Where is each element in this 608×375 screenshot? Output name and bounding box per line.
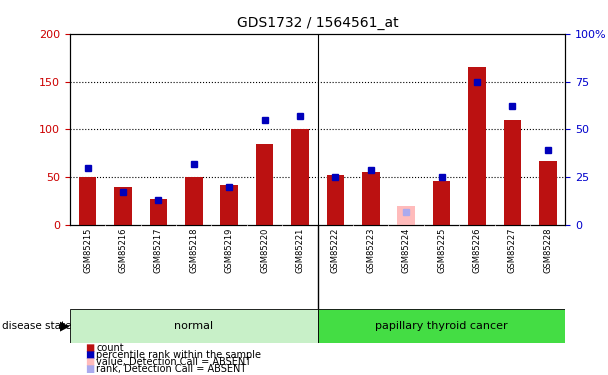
Bar <box>433 181 451 225</box>
Text: normal: normal <box>174 321 213 331</box>
Text: percentile rank within the sample: percentile rank within the sample <box>96 350 261 360</box>
Bar <box>114 187 132 225</box>
Text: GSM85226: GSM85226 <box>472 228 482 273</box>
Text: GSM85227: GSM85227 <box>508 228 517 273</box>
Text: rank, Detection Call = ABSENT: rank, Detection Call = ABSENT <box>96 364 246 374</box>
Bar <box>503 120 521 225</box>
Text: GSM85218: GSM85218 <box>189 228 198 273</box>
Bar <box>256 144 274 225</box>
Text: GSM85216: GSM85216 <box>119 228 128 273</box>
Text: GSM85215: GSM85215 <box>83 228 92 273</box>
Text: GSM85220: GSM85220 <box>260 228 269 273</box>
Text: ■: ■ <box>85 364 94 374</box>
Text: ■: ■ <box>85 350 94 360</box>
Bar <box>291 129 309 225</box>
Text: GSM85228: GSM85228 <box>543 228 552 273</box>
Text: ▶: ▶ <box>60 320 69 333</box>
Text: GSM85219: GSM85219 <box>225 228 233 273</box>
Bar <box>468 67 486 225</box>
Bar <box>150 199 167 225</box>
Text: ■: ■ <box>85 357 94 367</box>
Title: GDS1732 / 1564561_at: GDS1732 / 1564561_at <box>237 16 398 30</box>
Bar <box>79 177 97 225</box>
Text: GSM85224: GSM85224 <box>402 228 410 273</box>
Text: count: count <box>96 343 123 353</box>
Text: GSM85225: GSM85225 <box>437 228 446 273</box>
Text: GSM85222: GSM85222 <box>331 228 340 273</box>
Bar <box>220 185 238 225</box>
Text: disease state: disease state <box>2 321 71 331</box>
Bar <box>326 175 344 225</box>
Bar <box>70 309 317 343</box>
Text: value, Detection Call = ABSENT: value, Detection Call = ABSENT <box>96 357 251 367</box>
Text: GSM85223: GSM85223 <box>366 228 375 273</box>
Bar <box>362 172 379 225</box>
Text: papillary thyroid cancer: papillary thyroid cancer <box>375 321 508 331</box>
Bar <box>539 161 556 225</box>
Bar <box>317 309 565 343</box>
Bar <box>185 177 202 225</box>
Text: GSM85221: GSM85221 <box>295 228 305 273</box>
Text: ■: ■ <box>85 343 94 353</box>
Text: GSM85217: GSM85217 <box>154 228 163 273</box>
Bar <box>397 206 415 225</box>
